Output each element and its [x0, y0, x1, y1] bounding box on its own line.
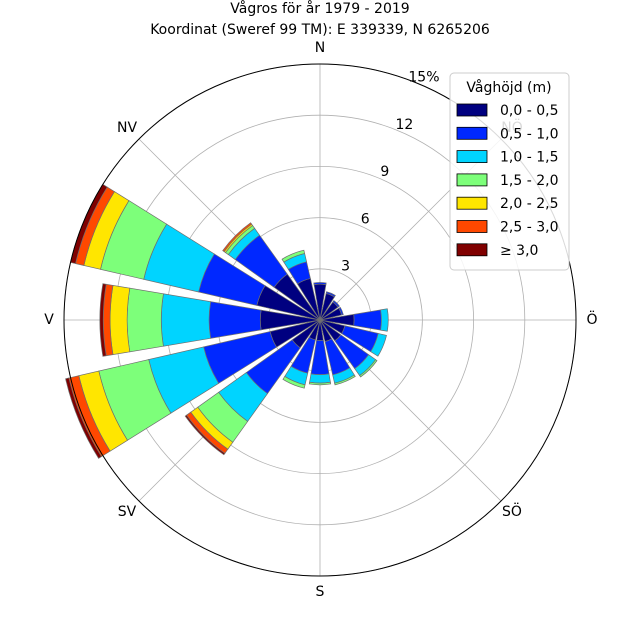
radial-tick-label: 15% [408, 69, 439, 85]
rose-bar-segment [353, 309, 382, 331]
legend-swatch [456, 220, 488, 233]
rose-bar-segment [332, 300, 340, 308]
direction-label-nv: NV [117, 120, 137, 136]
legend-entry-label: ≥ 3,0 [500, 243, 538, 259]
legend-entry-label: 2,5 - 3,0 [500, 220, 558, 236]
rose-bar-segment [109, 284, 131, 356]
legend-entry-label: 1,0 - 1,5 [500, 150, 558, 166]
rose-bar-segment [370, 333, 387, 357]
legend-title: Våghöjd (m) [466, 79, 551, 96]
rose-bar-segment [313, 282, 327, 286]
rose-bar-segment [65, 377, 102, 459]
rose-bar-segment [208, 301, 262, 339]
rose-bar-segment [281, 249, 306, 263]
plot-frame [63, 63, 577, 577]
direction-label-sv: SV [118, 504, 137, 520]
chart-title: Vågros för år 1979 - 2019 [230, 0, 409, 17]
radial-tick-labels: 3 6 9 12 15% [341, 69, 439, 274]
legend-entry-label: 2,0 - 2,5 [500, 196, 558, 212]
rose-bar-segment [282, 375, 306, 389]
legend: Våghöjd (m) 0,0 - 0,5 0,5 - 1,0 1,0 - 1,5 1… [449, 72, 570, 271]
radial-tick-label: 9 [380, 164, 389, 180]
rose-bar-segment [99, 283, 107, 357]
legend-entry-label: 0,0 - 0,5 [500, 103, 558, 119]
legend-swatch [456, 103, 488, 117]
direction-label-o: Ö [586, 310, 597, 328]
legend-swatch [456, 196, 488, 210]
rose-bar-segment [359, 359, 378, 378]
rose-bars [65, 183, 389, 459]
rose-bar-segment [126, 287, 164, 353]
legend-entry-label: 0,5 - 1,0 [500, 126, 558, 142]
direction-label-n: N [315, 40, 325, 56]
rose-bar-segment [338, 306, 344, 316]
radial-tick-label: 6 [361, 211, 370, 227]
legend-swatch [456, 243, 488, 257]
radial-tick-label: 3 [341, 259, 350, 275]
rose-bar-segment [334, 374, 356, 386]
legend-swatch [456, 126, 488, 140]
rose-bar-segment [325, 291, 336, 298]
rose-bar-segment [309, 373, 331, 384]
legend-swatch [456, 173, 488, 187]
rose-bar-segment [184, 414, 226, 456]
direction-label-v: V [44, 312, 54, 328]
direction-label-s: S [316, 584, 325, 600]
legend-entry-label: 1,5 - 2,0 [500, 173, 558, 189]
chart-subtitle: Koordinat (Sweref 99 TM): E 339339, N 62… [150, 22, 490, 38]
rose-bar-segment [160, 293, 211, 347]
rose-bar-segment [380, 308, 389, 332]
legend-swatch [456, 150, 488, 164]
rose-bar-segment [222, 222, 253, 253]
direction-label-so: SÖ [502, 502, 522, 520]
radial-tick-label: 12 [395, 117, 413, 133]
rose-bar-segment [308, 381, 332, 386]
